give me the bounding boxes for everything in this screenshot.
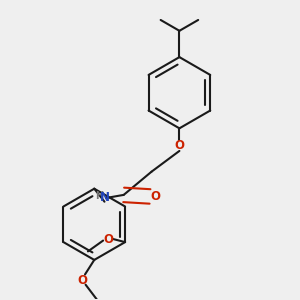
Text: O: O [151, 190, 160, 203]
Text: N: N [100, 191, 110, 205]
Text: O: O [103, 232, 113, 245]
Text: O: O [174, 139, 184, 152]
Text: O: O [77, 274, 87, 286]
Text: H: H [95, 191, 103, 201]
